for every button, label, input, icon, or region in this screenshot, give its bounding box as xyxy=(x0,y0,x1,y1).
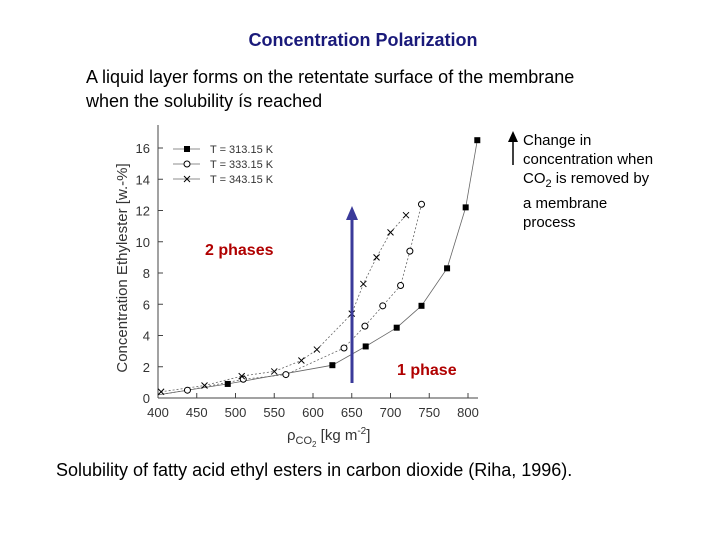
series-line-3 xyxy=(157,214,407,396)
data-point-series-3 xyxy=(201,382,208,389)
y-tick-label: 14 xyxy=(136,172,150,187)
concentration-change-note: Change in concentration when CO2 is remo… xyxy=(523,131,693,232)
data-point-series-3 xyxy=(402,211,410,219)
x-tick-label: 400 xyxy=(147,405,169,420)
phase-arrow-head xyxy=(346,206,358,220)
note-line-5: process xyxy=(523,214,576,231)
data-point-series-3 xyxy=(373,254,380,261)
note-co2-subscript: 2 xyxy=(545,178,552,190)
subtitle: A liquid layer forms on the retentate su… xyxy=(86,65,686,113)
note-line-2: concentration when xyxy=(523,151,654,168)
axis-ticks: 400 450 500 550 600 650 700 750 800 0 2 4 6 8 10 12 14 16 xyxy=(136,141,479,420)
note-arrow-head xyxy=(508,131,518,142)
legend-marker xyxy=(183,160,191,168)
data-point-series-2 xyxy=(361,322,369,330)
legend-label: T = 313.15 K xyxy=(210,144,274,156)
x-tick-label: 450 xyxy=(186,405,208,420)
x-label-unit: [kg m xyxy=(317,427,358,444)
y-tick-label: 10 xyxy=(136,235,150,250)
y-axis-label: Concentration Ethylester [w.-%] xyxy=(114,163,131,372)
x-tick-label: 800 xyxy=(457,405,479,420)
y-tick-label: 4 xyxy=(143,329,150,344)
note-line-3: CO2 is removed by xyxy=(523,169,693,194)
subtitle-line-1: A liquid layer forms on the retentate su… xyxy=(86,67,575,87)
data-point-series-2 xyxy=(406,247,414,255)
data-point-series-2 xyxy=(418,200,425,208)
subtitle-line-2: when the solubility ís reached xyxy=(86,91,323,111)
x-label-close: ] xyxy=(366,427,370,444)
x-axis-label: ρCO2 [kg m-2] xyxy=(287,426,370,449)
data-point-series-3 xyxy=(313,346,321,353)
x-tick-label: 550 xyxy=(263,405,285,420)
y-tick-label: 6 xyxy=(143,297,150,312)
one-phase-label: 1 phase xyxy=(397,362,457,379)
chart-legend: T = 313.15 K T = 333.15 K T = 343.15 K xyxy=(173,144,274,186)
figure-caption: Solubility of fatty acid ethyl esters in… xyxy=(56,460,573,480)
data-point-series-1 xyxy=(224,380,231,387)
data-point-series-1 xyxy=(362,343,369,350)
data-point-series-2 xyxy=(397,282,405,289)
y-tick-label: 2 xyxy=(143,360,150,375)
page-title: Concentration Polarization xyxy=(248,30,478,50)
data-point-series-2 xyxy=(282,371,290,379)
x-tick-label: 500 xyxy=(225,405,247,420)
y-tick-label: 12 xyxy=(136,204,150,219)
data-point-series-1 xyxy=(462,204,469,211)
data-point-series-3 xyxy=(298,357,305,364)
note-line-4: a membrane xyxy=(523,195,608,212)
data-point-series-3 xyxy=(238,372,246,380)
data-point-series-1 xyxy=(474,137,481,144)
two-phases-label: 2 phases xyxy=(205,242,274,259)
legend-marker xyxy=(184,146,190,152)
x-label-rho: ρ xyxy=(287,427,296,444)
note-line-1: Change in xyxy=(523,132,592,149)
series-line-2 xyxy=(157,204,422,396)
series-line-1 xyxy=(157,140,478,396)
x-tick-label: 700 xyxy=(380,405,402,420)
series-markers xyxy=(157,137,481,396)
data-point-series-3 xyxy=(157,388,165,396)
x-label-co: CO xyxy=(296,435,313,447)
legend-marker xyxy=(183,175,191,183)
y-tick-label: 16 xyxy=(136,141,150,156)
x-tick-label: 750 xyxy=(418,405,440,420)
x-tick-label: 600 xyxy=(302,405,324,420)
data-point-series-3 xyxy=(270,368,278,375)
y-tick-label: 0 xyxy=(143,391,150,406)
x-tick-label: 650 xyxy=(341,405,363,420)
data-point-series-1 xyxy=(418,302,425,309)
data-point-series-2 xyxy=(183,386,191,394)
data-point-series-3 xyxy=(387,229,394,236)
data-point-series-1 xyxy=(444,265,451,272)
note-co: CO xyxy=(523,170,546,187)
data-point-series-1 xyxy=(393,324,400,331)
data-point-series-2 xyxy=(340,344,348,352)
series-curves xyxy=(157,140,478,396)
y-tick-label: 8 xyxy=(143,266,150,281)
x-label-exponent: -2 xyxy=(357,426,366,437)
data-point-series-1 xyxy=(329,362,336,369)
x-label-2: 2 xyxy=(312,440,317,449)
note-removed: is removed by xyxy=(551,170,650,187)
legend-label: T = 343.15 K xyxy=(210,174,274,186)
data-point-series-3 xyxy=(360,280,367,288)
data-point-series-2 xyxy=(379,302,387,310)
legend-label: T = 333.15 K xyxy=(210,159,274,171)
data-point-series-2 xyxy=(239,375,247,383)
